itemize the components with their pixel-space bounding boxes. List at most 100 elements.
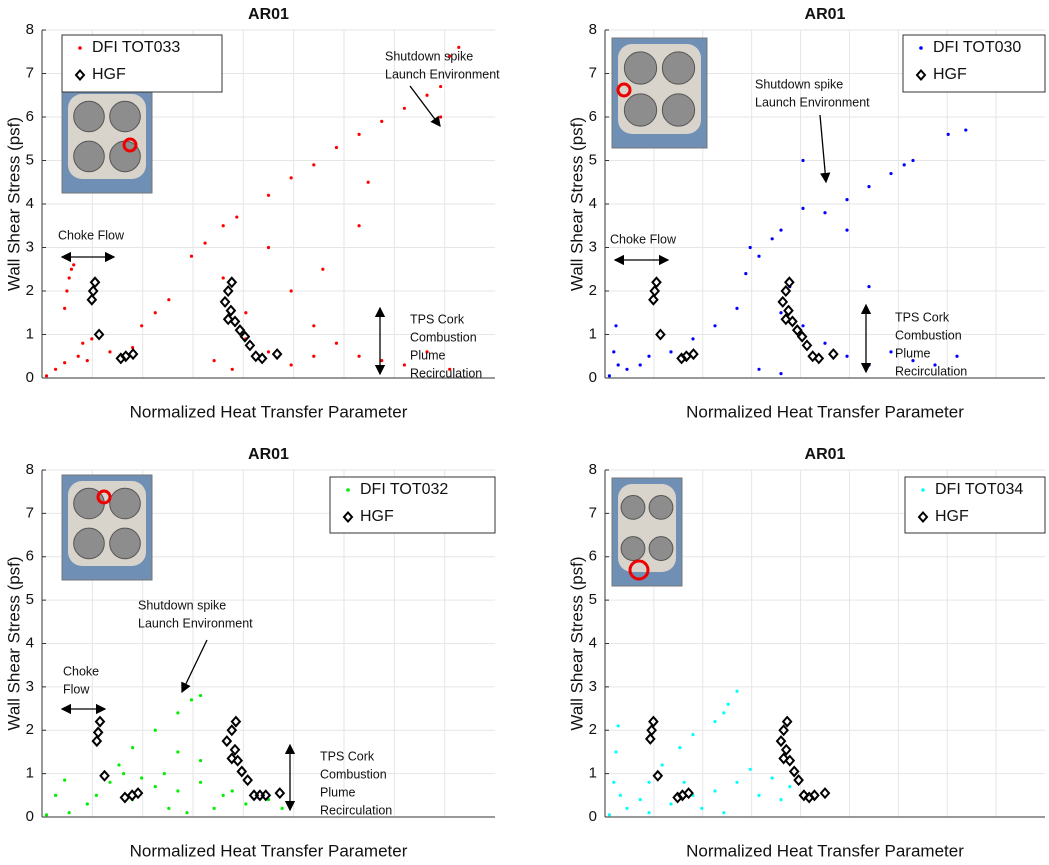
dfi-point [312, 163, 315, 166]
dfi-point [845, 229, 848, 232]
chart-title: AR01 [248, 6, 289, 23]
y-tick-label: 4 [589, 195, 597, 212]
legend-label: DFI TOT032 [360, 481, 448, 498]
y-tick-label: 0 [589, 369, 597, 386]
dfi-point [222, 794, 225, 797]
dfi-point [167, 298, 170, 301]
dfi-point [203, 242, 206, 245]
dfi-point [63, 779, 66, 782]
dfi-point [244, 802, 247, 805]
dfi-point [722, 811, 725, 814]
dfi-point [280, 807, 283, 810]
legend-marker [921, 488, 925, 492]
y-axis-label: Wall Shear Stress (psf) [4, 117, 23, 291]
inset-nozzle [649, 537, 673, 561]
dfi-point [691, 733, 694, 736]
y-tick-label: 8 [589, 461, 597, 478]
dfi-point [199, 759, 202, 762]
dfi-point [612, 781, 615, 784]
dfi-point [86, 802, 89, 805]
dfi-point [213, 359, 216, 362]
dfi-point [68, 276, 71, 279]
y-tick-label: 6 [26, 548, 34, 565]
y-tick-label: 7 [26, 504, 34, 521]
legend-label: DFI TOT030 [933, 39, 1021, 56]
dfi-point [108, 781, 111, 784]
dfi-point [439, 85, 442, 88]
y-tick-label: 1 [589, 325, 597, 342]
dfi-point [199, 694, 202, 697]
dfi-point [321, 268, 324, 271]
y-tick-label: 8 [26, 461, 34, 478]
dfi-point [614, 750, 617, 753]
dfi-point [108, 350, 111, 353]
figure: 0 1 2 3 4 5 6 7 8 AR01 Normalized Heat Transfer Pa… [0, 0, 1049, 865]
y-tick-label: 6 [589, 548, 597, 565]
dfi-point [63, 307, 66, 310]
dfi-point [727, 703, 730, 706]
dfi-point [45, 813, 48, 816]
dfi-point [231, 368, 234, 371]
y-tick-label: 2 [26, 282, 34, 299]
dfi-point [735, 781, 738, 784]
legend-label: HGF [92, 66, 126, 83]
y-axis-label: Wall Shear Stress (psf) [567, 117, 586, 291]
annotation: Recirculation [320, 803, 392, 817]
dfi-point [358, 355, 361, 358]
inset-nozzle [621, 496, 645, 520]
y-tick-label: 7 [589, 504, 597, 521]
dfi-point [911, 159, 914, 162]
dfi-point [744, 272, 747, 275]
dfi-point [903, 163, 906, 166]
dfi-point [713, 720, 716, 723]
dfi-point [290, 176, 293, 179]
y-tick-label: 4 [26, 195, 34, 212]
dfi-point [235, 215, 238, 218]
dfi-point [749, 246, 752, 249]
dfi-point [222, 224, 225, 227]
dfi-point [823, 342, 826, 345]
y-tick-label: 6 [26, 108, 34, 125]
dfi-point [439, 115, 442, 118]
dfi-point [86, 359, 89, 362]
legend-marker [346, 488, 350, 492]
y-tick-label: 7 [26, 64, 34, 81]
y-tick-label: 3 [26, 238, 34, 255]
inset-nozzle [649, 496, 673, 520]
dfi-point [713, 324, 716, 327]
y-tick-label: 0 [26, 808, 34, 825]
dfi-point [122, 772, 125, 775]
dfi-point [779, 229, 782, 232]
chart-title: AR01 [248, 446, 289, 463]
y-tick-label: 3 [26, 678, 34, 695]
y-tick-label: 2 [589, 282, 597, 299]
inset-nozzle [110, 528, 141, 559]
dfi-point [608, 374, 611, 377]
legend-label: DFI TOT033 [92, 39, 180, 56]
dfi-point [619, 794, 622, 797]
dfi-point [403, 107, 406, 110]
dfi-point [213, 807, 216, 810]
dfi-point [889, 350, 892, 353]
x-axis-label: Normalized Heat Transfer Parameter [686, 841, 964, 860]
dfi-point [267, 246, 270, 249]
y-tick-label: 1 [26, 325, 34, 342]
dfi-point [140, 776, 143, 779]
inset-nozzle [621, 537, 645, 561]
dfi-point [358, 133, 361, 136]
legend-label: HGF [935, 508, 969, 525]
dfi-point [403, 363, 406, 366]
y-tick-label: 3 [589, 238, 597, 255]
dfi-point [801, 324, 804, 327]
legend-marker [919, 46, 923, 50]
y-tick-label: 5 [589, 151, 597, 168]
dfi-point [889, 172, 892, 175]
dfi-point [639, 798, 642, 801]
dfi-point [380, 120, 383, 123]
dfi-point [335, 342, 338, 345]
chart-title: AR01 [805, 6, 846, 23]
dfi-point [661, 763, 664, 766]
y-axis-label: Wall Shear Stress (psf) [567, 556, 586, 730]
dfi-point [95, 794, 98, 797]
dfi-point [845, 355, 848, 358]
